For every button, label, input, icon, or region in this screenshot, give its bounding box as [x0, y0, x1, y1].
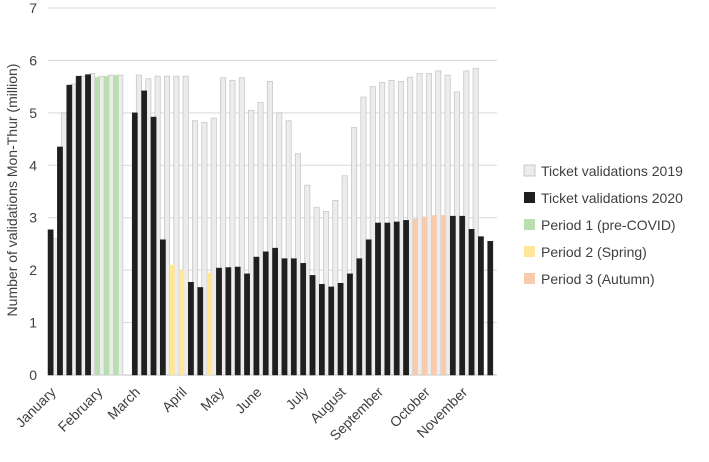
- bar: [182, 75, 189, 376]
- legend-swatch: [524, 192, 535, 203]
- bar: [220, 77, 227, 376]
- bar: [113, 75, 119, 375]
- bar: [309, 275, 316, 376]
- x-tick-label: July: [282, 384, 311, 413]
- legend-label: Period 3 (Autumn): [541, 271, 655, 287]
- x-tick-label: March: [104, 384, 143, 423]
- bar: [75, 75, 82, 376]
- bar: [85, 74, 91, 376]
- bar: [412, 218, 419, 375]
- bar: [141, 90, 148, 376]
- legend-swatch: [524, 219, 535, 230]
- bar: [403, 220, 409, 376]
- y-tick-label: 7: [29, 0, 37, 16]
- bar: [178, 270, 185, 375]
- bar: [290, 258, 297, 376]
- bar: [197, 287, 204, 376]
- bar: [337, 283, 344, 376]
- bar: [266, 81, 273, 376]
- bar: [393, 221, 400, 376]
- bar: [47, 229, 54, 376]
- bar: [188, 281, 194, 376]
- legend-label: Period 1 (pre-COVID): [541, 217, 676, 233]
- y-tick-label: 3: [29, 210, 37, 226]
- y-tick-label: 4: [29, 157, 37, 173]
- bar: [57, 146, 63, 376]
- bar: [384, 222, 391, 376]
- bar: [163, 75, 171, 376]
- y-axis: 0 1 2 3 4 5 6 7: [29, 0, 37, 383]
- bar: [257, 101, 264, 376]
- x-tick-label: February: [55, 384, 106, 435]
- bar: [449, 215, 456, 376]
- legend-label: Period 2 (Spring): [541, 244, 647, 260]
- bar: [253, 256, 260, 376]
- bar: [459, 215, 466, 376]
- bar: [234, 266, 241, 376]
- bars: [47, 67, 494, 376]
- bar: [173, 75, 180, 376]
- y-tick-label: 2: [29, 262, 37, 278]
- x-tick-label: June: [232, 384, 265, 417]
- bar: [285, 120, 292, 376]
- y-tick-label: 5: [29, 105, 37, 121]
- bar: [468, 228, 475, 376]
- y-tick-label: 6: [29, 52, 37, 68]
- bar: [192, 120, 199, 376]
- legend-swatch: [523, 164, 536, 177]
- bar: [238, 77, 245, 376]
- legend-swatch: [524, 246, 535, 257]
- bar: [319, 284, 325, 376]
- bar: [131, 112, 138, 376]
- bar: [351, 127, 358, 376]
- bar: [104, 76, 110, 376]
- x-tick-label: April: [159, 384, 190, 415]
- y-tick-label: 0: [29, 367, 37, 383]
- y-tick-label: 1: [29, 315, 37, 331]
- bar: [94, 77, 101, 375]
- bar: [272, 247, 278, 376]
- legend-swatch: [524, 273, 535, 284]
- x-tick-label: January: [12, 384, 59, 431]
- bar: [360, 96, 367, 376]
- bar: [300, 263, 307, 376]
- x-tick-label: May: [197, 384, 227, 414]
- bar: [169, 264, 175, 375]
- bar: [328, 286, 335, 376]
- bar: [281, 258, 288, 376]
- bar: [375, 222, 381, 376]
- bar: [365, 239, 372, 376]
- bar: [487, 241, 494, 376]
- bar: [356, 258, 363, 376]
- legend-label: Ticket validations 2020: [541, 190, 683, 206]
- bar: [210, 117, 217, 376]
- bar: [262, 251, 269, 376]
- bar: [248, 109, 255, 376]
- bar: [225, 267, 232, 376]
- bar: [201, 121, 208, 376]
- bar: [207, 272, 213, 375]
- bar: [66, 84, 73, 376]
- bar: [347, 273, 353, 376]
- bar: [160, 239, 166, 376]
- bar: [478, 236, 484, 376]
- bar: [472, 67, 479, 376]
- bar: [422, 216, 428, 375]
- y-axis-label: Number of validations Mon-Thur (million): [4, 64, 20, 317]
- legend: Ticket validations 2019 Ticket validation…: [523, 163, 683, 287]
- bar: [216, 267, 222, 376]
- bar: [244, 273, 250, 376]
- bar: [276, 112, 283, 376]
- bar: [440, 215, 447, 375]
- legend-label: Ticket validations 2019: [541, 163, 683, 179]
- bar: [150, 116, 157, 376]
- bar: [431, 215, 437, 375]
- bar: [229, 79, 236, 376]
